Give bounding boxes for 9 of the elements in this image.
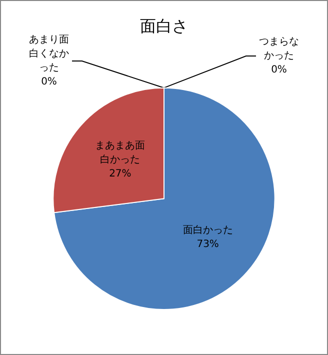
text: 0% (41, 76, 57, 88)
text: 0% (271, 64, 287, 76)
category-label: つまらなかった (259, 36, 299, 62)
category-label: あまり面白くなかった (29, 34, 69, 74)
slice-label: まあまあ面白かった (95, 140, 146, 166)
slice-label: 面白かった (182, 224, 233, 236)
data-label: 73% (196, 238, 219, 250)
data-label: 27% (109, 168, 132, 180)
chart-title: 面白さ (140, 16, 188, 36)
